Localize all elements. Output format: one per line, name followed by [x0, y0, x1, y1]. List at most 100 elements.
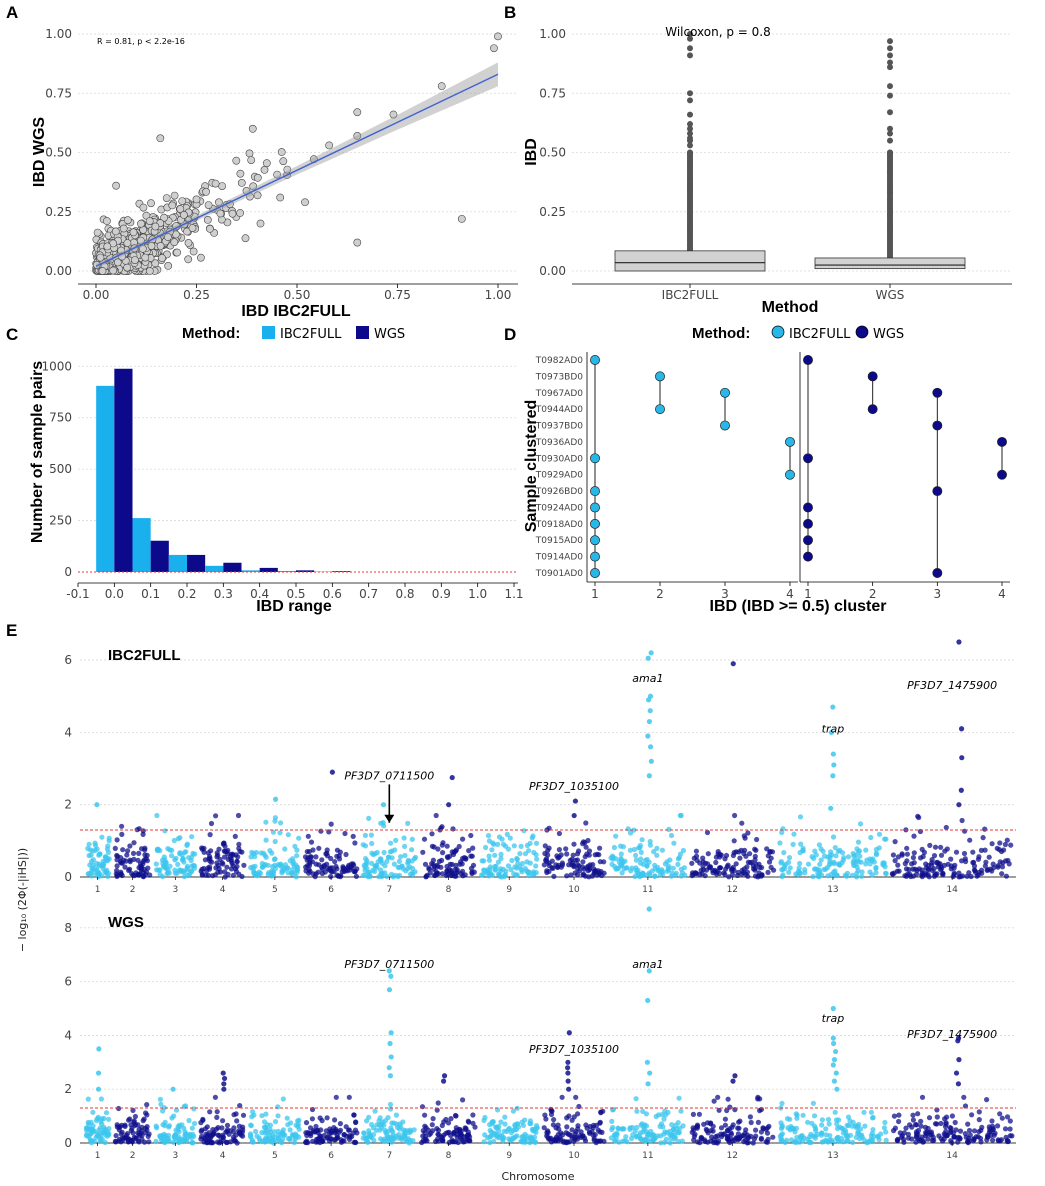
panel-e-snp-point	[531, 1128, 538, 1134]
panel-e-snp-point	[429, 843, 435, 849]
panel-e-peak-point	[387, 1040, 393, 1047]
panel-e-snp-point	[580, 841, 586, 847]
panel-e-subplot-title: IBC2FULL	[108, 647, 181, 664]
panel-e-snp-point	[980, 835, 986, 841]
panel-e-snp-point	[84, 1125, 90, 1131]
panel-e-y-tick: 4	[64, 725, 72, 739]
panel-e-snp-point	[957, 1135, 963, 1141]
panel-d-sample-label: T0937BD0	[535, 422, 584, 432]
panel-a-point	[138, 244, 147, 253]
panel-e-snp-point	[845, 854, 852, 860]
panel-e-snp-point	[504, 831, 510, 838]
panel-e-snp-point	[136, 871, 142, 877]
panel-e-snp-point	[124, 1131, 131, 1137]
panel-e-peak-point	[646, 718, 653, 725]
panel-e-snp-point	[912, 866, 918, 872]
panel-e-snp-point	[754, 836, 760, 843]
panel-e-snp-point	[1007, 1118, 1013, 1124]
panel-e-snp-point	[434, 871, 440, 877]
panel-e-snp-point	[93, 1118, 100, 1124]
panel-e-snp-point	[948, 856, 954, 862]
panel-e-snp-point	[287, 858, 293, 864]
panel-e-snp-point	[840, 1130, 847, 1136]
panel-e-snp-point	[706, 865, 712, 871]
panel-e-snp-point	[1004, 1114, 1011, 1120]
panel-e-snp-point	[412, 856, 418, 862]
panel-e-peak-point	[388, 1030, 394, 1036]
panel-b-outlier-point	[887, 130, 893, 137]
panel-e-snp-point	[859, 869, 865, 875]
panel-e-snp-point	[843, 1133, 850, 1139]
panel-e-snp-point	[961, 1094, 967, 1100]
panel-a-point	[112, 181, 120, 190]
panel-e-peak-point	[571, 812, 577, 819]
panel-e-snp-point	[677, 812, 683, 819]
panel-a-x-tick: 0.25	[183, 288, 210, 302]
panel-e-snp-point	[230, 872, 236, 878]
panel-e-snp-point	[690, 1111, 697, 1117]
panel-b-x-tick: WGS	[876, 288, 905, 302]
panel-e-snp-point	[522, 865, 528, 872]
panel-e-snp-point	[175, 1124, 181, 1130]
panel-e-snp-point	[926, 1115, 933, 1121]
panel-e-snp-point	[362, 1135, 369, 1141]
panel-e-snp-point	[859, 873, 865, 879]
panel-e-snp-point	[366, 1128, 372, 1134]
panel-d-x-title: IBD (IBD >= 0.5) cluster	[710, 598, 887, 615]
panel-d-cluster-point	[655, 404, 665, 415]
panel-e-snp-point	[287, 1136, 293, 1143]
panel-e-snp-point	[282, 846, 288, 852]
panel-e-snp-point	[154, 812, 160, 819]
panel-e-snp-point	[85, 845, 91, 852]
panel-e-snp-point	[291, 1139, 297, 1146]
panel-e-snp-point	[512, 1127, 518, 1133]
panel-e-snp-point	[563, 846, 569, 852]
panel-d-sample-label: T0926BD0	[535, 487, 584, 497]
panel-e-snp-point	[668, 873, 674, 879]
panel-e-snp-point	[346, 1136, 353, 1142]
panel-e-snp-point	[659, 847, 666, 853]
panel-c-bar-wgs	[114, 368, 133, 572]
panel-d-cluster-point	[590, 355, 600, 365]
panel-e-snp-point	[289, 1132, 296, 1138]
panel-a-point	[179, 210, 188, 219]
panel-e-gene-label: PF3D7_1035100	[529, 780, 619, 793]
panel-e-snp-point	[559, 1094, 565, 1100]
panel-e-snp-point	[724, 1107, 730, 1114]
panel-e-snp-point	[569, 862, 575, 868]
panel-e-snp-point	[384, 858, 390, 865]
panel-e-snp-point	[620, 859, 626, 865]
panel-e-snp-point	[629, 1124, 635, 1131]
panel-e-snp-point	[379, 1121, 385, 1127]
panel-e-peak-point	[565, 1065, 571, 1071]
panel-b-y-title: IBD	[523, 138, 540, 166]
panel-d-cluster-point	[590, 518, 600, 529]
panel-e-snp-point	[791, 1139, 798, 1145]
panel-e-snp-point	[217, 856, 223, 863]
panel-e-snp-point	[566, 1113, 572, 1119]
panel-e-snp-point	[932, 871, 938, 877]
panel-e-snp-point	[704, 829, 711, 836]
panel-e-peak-point	[648, 758, 654, 764]
panel-e-snp-point	[395, 874, 401, 880]
panel-e-snp-point	[586, 852, 592, 858]
panel-e-snp-point	[583, 1122, 589, 1128]
panel-e-snp-point	[787, 1127, 793, 1133]
panel-e-y-tick: 8	[64, 921, 72, 935]
panel-c-x-tick: 0.0	[105, 587, 124, 601]
panel-a-point	[178, 197, 187, 205]
panel-e-snp-point	[907, 1122, 913, 1128]
panel-e-snp-point	[923, 872, 929, 878]
panel-a-point	[129, 228, 138, 237]
panel-a-point	[160, 213, 168, 222]
panel-e-snp-point	[832, 845, 838, 851]
panel-e-snp-point	[95, 869, 101, 875]
panel-e-snp-point	[680, 1123, 686, 1129]
panel-e-snp-point	[280, 1096, 286, 1102]
panel-d: D Method: IBC2FULL WGS T0982AD0 T0973BD0 T…	[504, 325, 1010, 615]
panel-e-snp-point	[455, 1139, 461, 1146]
panel-e-peak-point	[566, 1030, 572, 1036]
panel-a-point	[216, 209, 225, 218]
panel-e-snp-point	[481, 1139, 487, 1145]
panel-d-x-tick: 3	[721, 587, 729, 601]
